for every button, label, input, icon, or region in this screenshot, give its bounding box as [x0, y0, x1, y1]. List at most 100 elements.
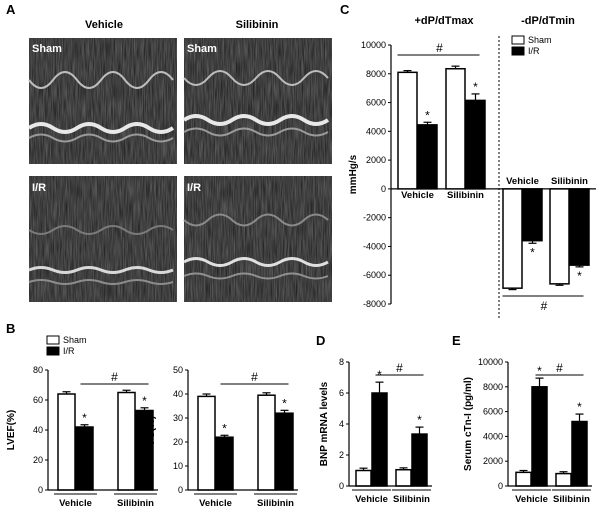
bar-sham-vehicle: [197, 395, 216, 491]
bar-ir-silibinin: [571, 420, 588, 487]
x-category-label: Vehicle: [355, 494, 388, 505]
y-axis-label: Serum cTn-I (pg/ml): [463, 377, 474, 471]
hash-symbol: #: [111, 370, 118, 384]
y-tick-label: 6: [339, 388, 344, 398]
chart-c-dpdt: 10000 8000 6000 4000 2000 0 -2000 -4000 -6000 -80…: [348, 15, 596, 318]
y-tick-label: 8000: [366, 69, 386, 79]
x-category-label: Silibinin: [257, 498, 294, 509]
legend-swatch-ir: [46, 346, 60, 356]
x-category-label: Vehicle: [515, 494, 548, 505]
panel-letter-e: E: [452, 333, 461, 348]
bar-ir-silibinin: [275, 412, 294, 491]
y-axis-label: mmHg/s: [348, 154, 359, 194]
bar-ir-vehicle: [531, 386, 548, 487]
legend-label-ir: I/R: [63, 346, 75, 356]
y-tick-label: 0: [498, 481, 503, 491]
hash-symbol: #: [396, 361, 403, 375]
bar-sham-silibinin: [445, 67, 466, 190]
y-axis-label: LVEF(%): [6, 410, 17, 450]
bar-ir-silibinin: [411, 433, 428, 487]
y-tick-label: -4000: [363, 241, 386, 251]
y-tick-label: 6000: [366, 98, 386, 108]
echo-image-silibinin-sham: Sham: [182, 38, 332, 164]
echo-column-vehicle: Vehicle: [85, 19, 123, 31]
bar-sham-vehicle: [355, 469, 372, 487]
echo-image-vehicle-sham: Sham: [27, 38, 177, 164]
chart-e-ctni: 0 2000 4000 6000 8000 10000 Serum cTn-I (pg/ml…: [463, 357, 592, 505]
y-tick-label: -6000: [363, 270, 386, 280]
bar-sham-silibinin: [117, 391, 136, 491]
panel-a-echo: Vehicle Silibinin Sham Sham I/R: [27, 19, 332, 302]
legend-swatch-ir: [511, 46, 525, 56]
x-category-label: Silibinin: [447, 190, 484, 201]
significance-star: *: [417, 413, 422, 427]
echo-image-vehicle-ir: I/R: [28, 176, 177, 302]
x-category-label: Vehicle: [401, 190, 434, 201]
bar-sham-vehicle: [502, 188, 523, 289]
significance-star: *: [82, 411, 87, 425]
legend-label-sham: Sham: [528, 35, 552, 45]
legend-c: Sham I/R: [511, 35, 552, 56]
y-axis-label: BNP mRNA levels: [319, 381, 330, 466]
bar-ir-vehicle: [371, 392, 388, 487]
y-tick-label: 20: [173, 437, 183, 447]
significance-star: *: [577, 400, 582, 414]
echo-label-sham: Sham: [187, 43, 217, 55]
y-tick-label: 8000: [483, 382, 503, 392]
bar-sham-vehicle: [397, 71, 418, 190]
y-tick-label: 4000: [483, 431, 503, 441]
bar-sham-silibinin: [555, 472, 572, 487]
legend-b: Sham I/R: [46, 335, 87, 356]
echo-image-silibinin-ir: I/R: [183, 176, 332, 302]
hash-symbol: #: [436, 41, 443, 55]
y-tick-label: 10: [173, 461, 183, 471]
significance-star: *: [530, 245, 535, 259]
y-tick-label: 2: [339, 450, 344, 460]
group-title: -dP/dTmin: [521, 15, 575, 27]
bar-ir-silibinin: [569, 188, 590, 266]
legend-swatch-sham: [511, 35, 525, 45]
x-category-label: Silibinin: [393, 494, 430, 505]
y-tick-label: 0: [381, 184, 386, 194]
y-tick-label: 40: [33, 425, 43, 435]
bar-sham-silibinin: [395, 468, 412, 487]
x-category-label: Silibinin: [553, 494, 590, 505]
group-title: +dP/dTmax: [415, 15, 475, 27]
x-category-label: Silibinin: [551, 176, 588, 187]
significance-star: *: [577, 269, 582, 283]
significance-star: *: [537, 364, 542, 378]
y-tick-label: 50: [173, 365, 183, 375]
x-category-label: Vehicle: [199, 498, 232, 509]
panel-letter-a: A: [6, 2, 16, 17]
bar-ir-silibinin: [465, 99, 486, 190]
legend-label-ir: I/R: [528, 46, 540, 56]
significance-star: *: [142, 394, 147, 408]
y-axis-label: FS(%): [146, 416, 157, 444]
bar-ir-vehicle: [75, 426, 94, 491]
chart-b-lvef: 0 20 40 60 80 LVEF(%) * Vehicle * Silibinin #: [6, 365, 158, 509]
bar-sham-vehicle: [515, 471, 532, 487]
y-tick-label: 0: [339, 481, 344, 491]
y-tick-label: -8000: [363, 299, 386, 309]
y-tick-label: 40: [173, 389, 183, 399]
bar-sham-silibinin: [549, 188, 570, 285]
y-tick-label: 2000: [366, 155, 386, 165]
y-tick-label: 30: [173, 413, 183, 423]
bar-sham-vehicle: [57, 393, 76, 491]
bar-sham-silibinin: [257, 394, 276, 491]
y-tick-label: 10000: [478, 357, 503, 367]
panel-letter-b: B: [6, 321, 15, 336]
significance-star: *: [425, 108, 430, 122]
significance-star: *: [473, 80, 478, 94]
echo-column-silibinin: Silibinin: [236, 19, 279, 31]
y-tick-label: 6000: [483, 407, 503, 417]
y-tick-label: -2000: [363, 213, 386, 223]
x-category-label: Vehicle: [59, 498, 92, 509]
echo-label-sham: Sham: [32, 43, 62, 55]
bar-ir-vehicle: [522, 188, 543, 242]
y-tick-label: 4000: [366, 126, 386, 136]
x-category-label: Vehicle: [506, 176, 539, 187]
y-tick-label: 2000: [483, 456, 503, 466]
y-tick-label: 80: [33, 365, 43, 375]
